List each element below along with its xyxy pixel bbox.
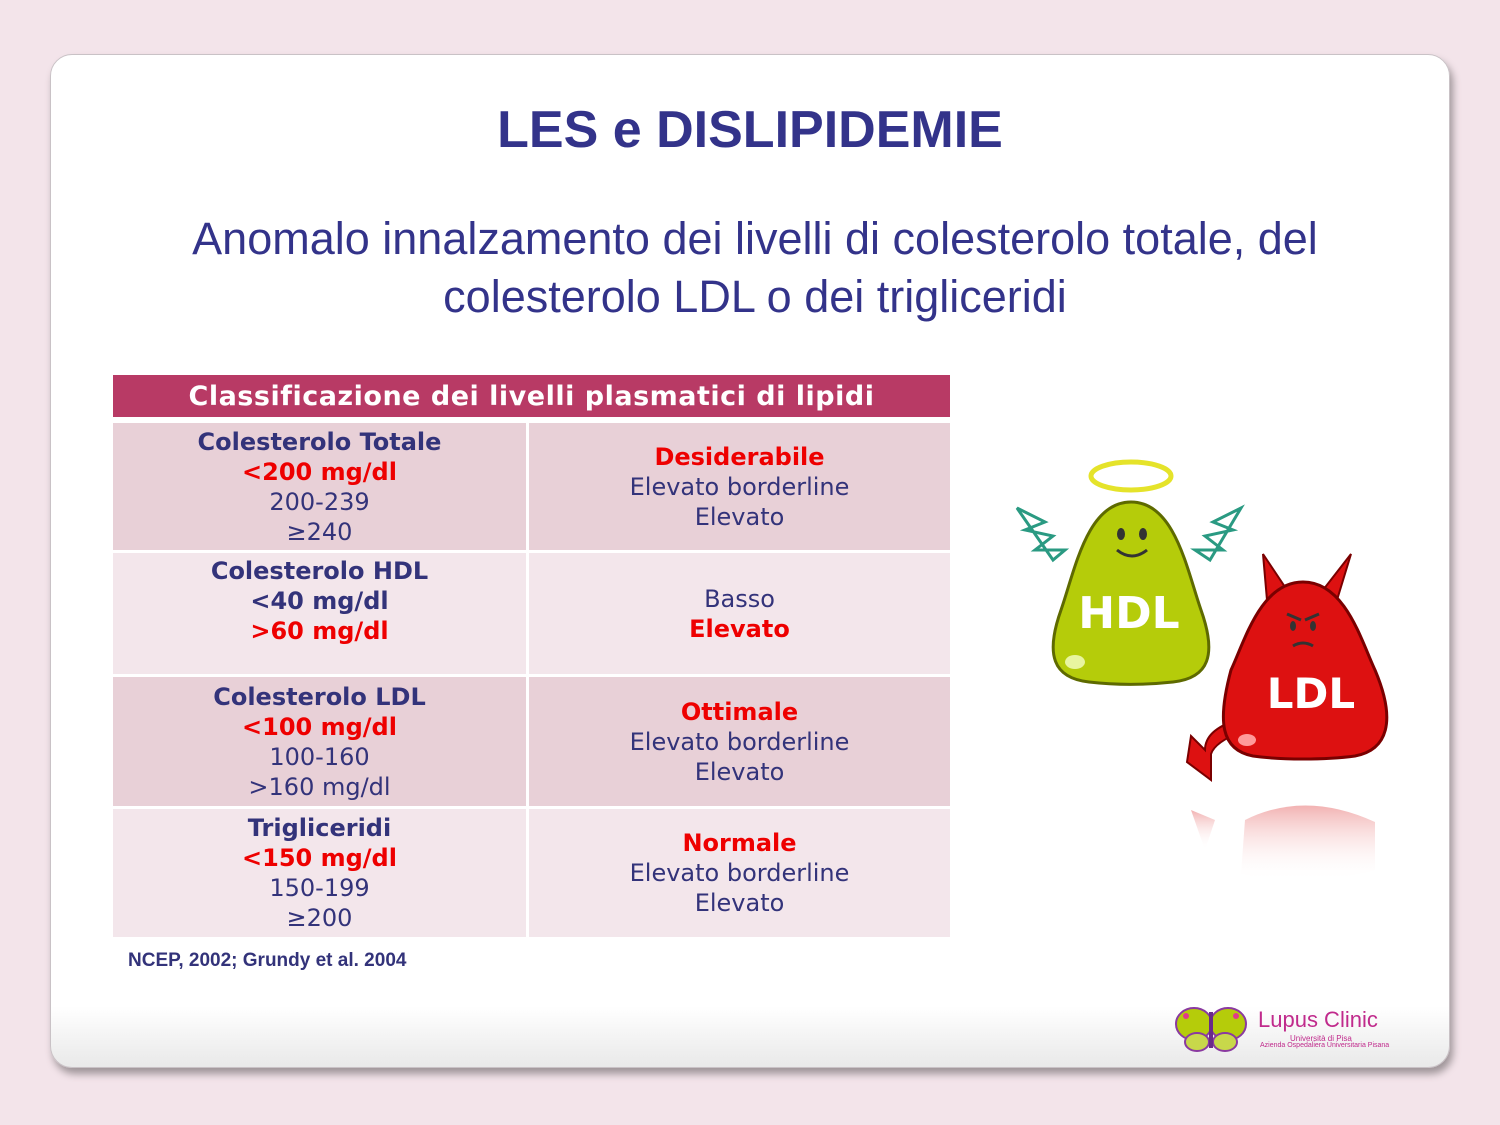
cell-line: Normale [682,829,797,857]
ldl-label: LDL [1267,669,1355,718]
cell-line: Elevato [694,889,785,917]
cell-line: 150-199 [269,874,370,902]
cell-line: Elevato borderline [629,472,850,501]
wing-icon [1015,506,1070,563]
slide-title: LES e DISLIPIDEMIE [497,101,1003,159]
cell-line: Colesterolo LDL [213,682,426,711]
logo-name: Lupus Clinic [1258,1007,1378,1032]
cell-line: 200-239 [269,487,370,516]
cell-line: Elevato [694,757,785,786]
cell-line: Basso [704,584,775,613]
logo-university: Università di Pisa [1290,1034,1352,1043]
cell-line: Desiderabile [654,442,825,471]
halo-icon [1088,459,1174,493]
table-header: Classificazione dei livelli plasmatici d… [113,375,950,417]
cell-line: ≥240 [286,517,353,546]
cell-line: Ottimale [680,697,799,726]
cell-line: <200 mg/dl [242,457,397,486]
butterfly-logo-icon [1175,1007,1247,1052]
cell-line: Colesterolo HDL [210,557,429,585]
ldl-body [1221,580,1389,761]
cell-line: Elevato [694,502,785,531]
hdl-ldl-illustration: HDL LDL [1015,459,1389,882]
table-cell-criteria: Colesterolo LDL <100 mg/dl 100-160 >160 mg/… [113,677,529,806]
table-row: Colesterolo Totale <200 mg/dl 200-239 ≥240 … [113,423,950,550]
cell-line: ≥200 [286,904,353,932]
slide-subtitle: Anomalo innalzamento dei livelli di cole… [192,213,1318,322]
cell-line: Colesterolo Totale [197,427,442,456]
table-row: Colesterolo LDL <100 mg/dl 100-160 >160 mg/… [113,677,950,806]
hdl-body [1051,500,1211,686]
table-cell-classification: Normale Elevato borderline Elevato [529,809,950,937]
hdl-label: HDL [1078,588,1179,639]
cell-line: >160 mg/dl [248,772,391,801]
table-cell-criteria: Trigliceridi <150 mg/dl 150-199 ≥200 [113,809,529,937]
cell-line: >60 mg/dl [250,617,389,645]
table-cell-criteria: Colesterolo Totale <200 mg/dl 200-239 ≥240 [113,423,529,550]
table-cell-classification: Basso Elevato [529,553,950,674]
cell-line: <150 mg/dl [242,844,397,872]
cell-line: Elevato borderline [629,727,850,756]
cell-line: Trigliceridi [247,814,392,842]
citation: NCEP, 2002; Grundy et al. 2004 [128,950,407,971]
table-row: Colesterolo HDL <40 mg/dl >60 mg/dl Basso E… [113,553,950,674]
table-cell-classification: Ottimale Elevato borderline Elevato [529,677,950,806]
cell-line: <40 mg/dl [250,587,389,615]
cell-line: 100-160 [269,742,370,771]
cell-line: <100 mg/dl [242,712,397,741]
cell-line: Elevato borderline [629,859,850,887]
table-cell-criteria: Colesterolo HDL <40 mg/dl >60 mg/dl [113,553,529,674]
table-cell-classification: Desiderabile Elevato borderline Elevato [529,423,950,550]
logo-hospital: Azienda Ospedaliera Universitaria Pisana [1260,1042,1390,1049]
table-row: Trigliceridi <150 mg/dl 150-199 ≥200 Normal… [113,809,950,937]
wing-icon [1190,504,1245,563]
cell-line: Elevato [689,614,790,643]
ldl-reflection [1241,805,1375,882]
